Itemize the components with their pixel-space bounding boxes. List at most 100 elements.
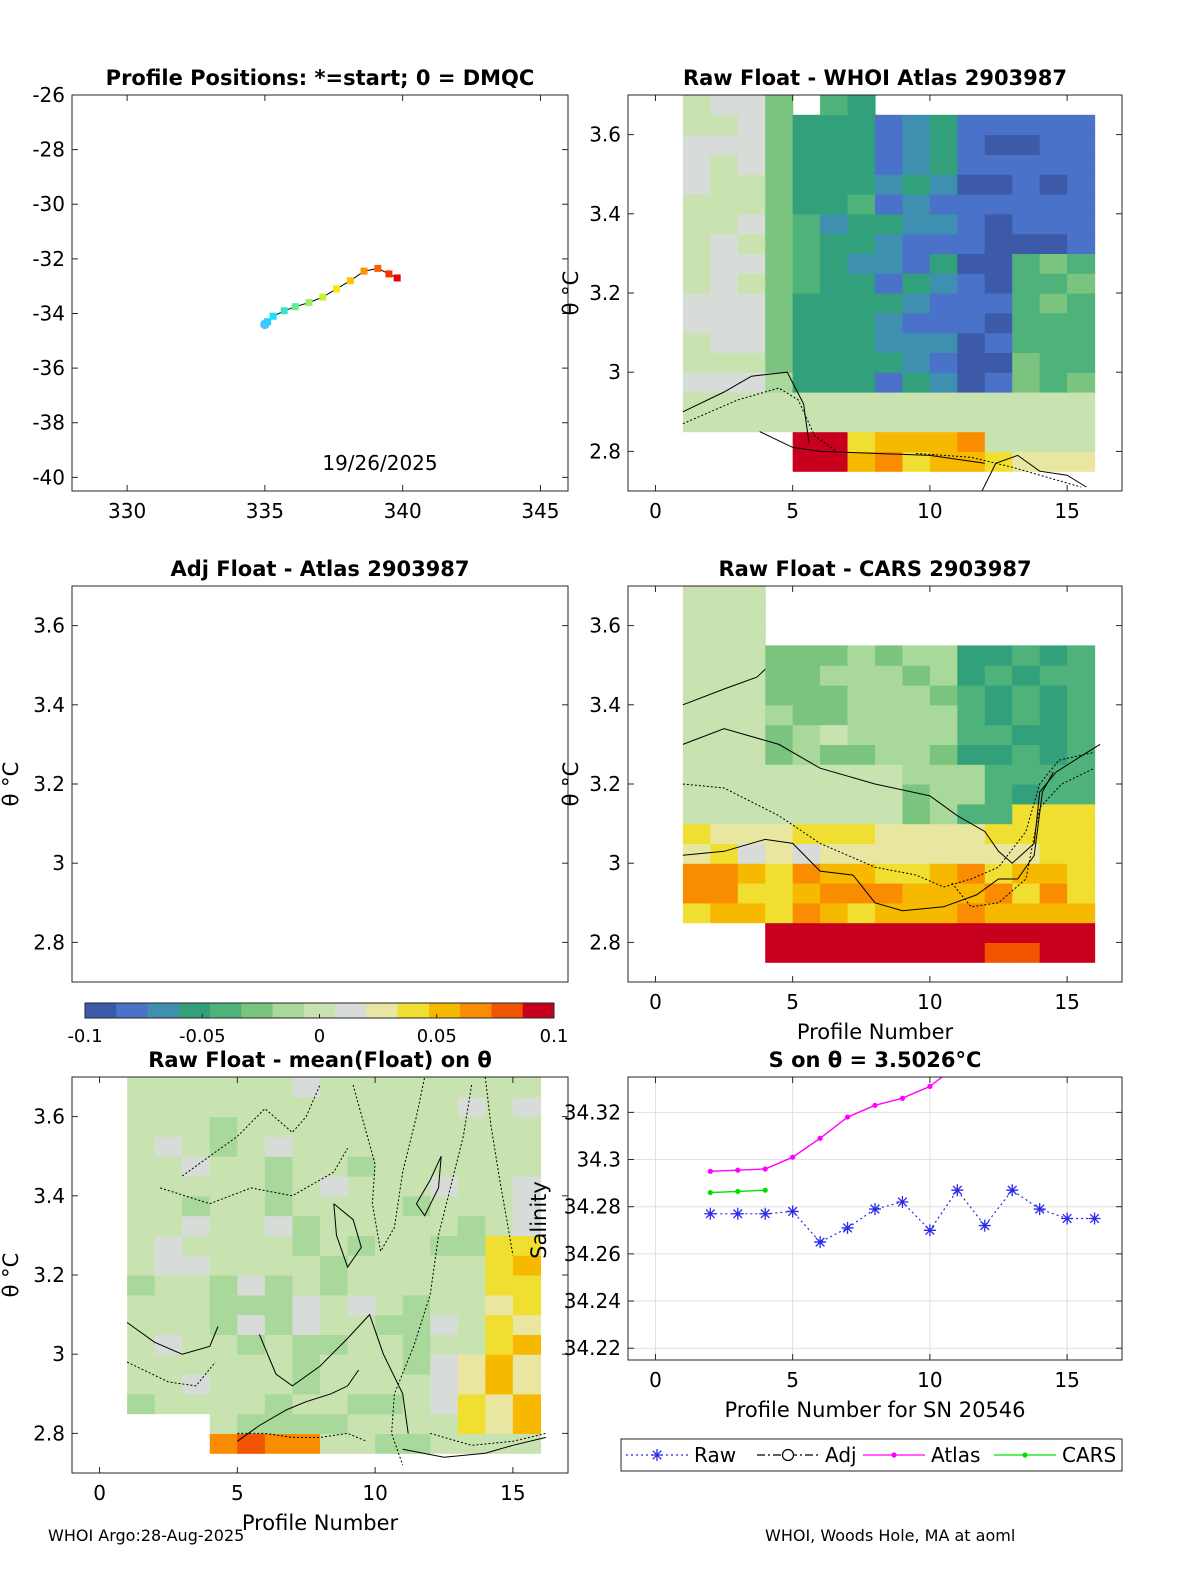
heatmap-cell: [402, 1235, 431, 1256]
heatmap-cell: [182, 1077, 211, 1098]
heatmap-cell: [1012, 431, 1041, 452]
heatmap-cell: [402, 1354, 431, 1375]
colorbar-tick-label: 0: [314, 1026, 325, 1047]
heatmap-cell: [765, 685, 794, 706]
heatmap-cell: [1067, 685, 1096, 706]
heatmap-cell: [957, 724, 986, 745]
heatmap-cell: [984, 665, 1013, 686]
heatmap-cell: [209, 1077, 238, 1098]
heatmap-cell: [710, 784, 739, 805]
heatmap-cell: [682, 586, 711, 607]
heatmap-cell: [402, 1374, 431, 1395]
heatmap-cell: [209, 1176, 238, 1197]
y-tick-label: -28: [32, 138, 65, 162]
y-tick-label: -40: [32, 465, 65, 489]
heatmap-cell: [1012, 645, 1041, 666]
heatmap-cell: [984, 312, 1013, 334]
y-axis-label: θ °C: [559, 762, 583, 807]
heatmap-cell: [457, 1096, 486, 1118]
heatmap-cell: [792, 332, 821, 353]
heatmap-cell: [430, 1176, 459, 1197]
heatmap-cell: [209, 1354, 238, 1375]
heatmap-cell: [209, 1374, 238, 1395]
heatmap-cell: [875, 372, 904, 393]
heatmap-cell: [820, 922, 849, 943]
heatmap-cell: [457, 1275, 486, 1296]
heatmap-cell: [902, 372, 931, 393]
heatmap-cell: [1067, 134, 1096, 155]
heatmap-cell: [847, 823, 876, 844]
heatmap-cell: [1067, 431, 1096, 452]
heatmap-cell: [902, 273, 931, 294]
heatmap-cell: [347, 1275, 376, 1296]
series-line-atlas: [710, 1077, 944, 1172]
heatmap-cell: [875, 902, 904, 924]
heatmap-cell: [1012, 312, 1041, 334]
profile-position-point: [305, 299, 313, 307]
x-tick-label: 0: [649, 499, 662, 523]
contours-raw_mean: [126, 1077, 547, 1466]
contour-line: [237, 1369, 360, 1442]
heatmap-cell: [957, 253, 986, 274]
heatmap-cell: [1039, 352, 1068, 373]
raw-point-marker: [896, 1195, 909, 1208]
heatmap-cell: [1039, 823, 1068, 844]
heatmap-cell: [929, 784, 958, 805]
heatmap-cell: [929, 744, 958, 765]
heatmap-cell: [875, 392, 904, 413]
heatmap-cell: [237, 1393, 266, 1415]
heatmap-cell: [512, 1413, 542, 1434]
heatmap-cell: [820, 431, 849, 452]
heatmap-cell: [682, 605, 711, 627]
heatmap-cell: [929, 332, 958, 353]
heatmap-cell: [847, 213, 876, 235]
heatmap-cell: [682, 685, 711, 706]
heatmap-cell: [1039, 372, 1068, 393]
heatmap-cell: [1067, 863, 1096, 884]
heatmap-cell: [1012, 332, 1041, 353]
heatmap-cell: [320, 1334, 349, 1355]
heatmap-cell: [875, 863, 904, 884]
heatmap-cell: [1039, 902, 1068, 924]
x-tick-label: 15: [1054, 1368, 1079, 1392]
heatmap-cell: [792, 154, 821, 175]
heatmap-cell: [430, 1136, 459, 1157]
chart-title: Raw Float - WHOI Atlas 2903987: [683, 66, 1067, 90]
y-tick-label: 3: [608, 360, 621, 384]
heatmap-cell: [929, 922, 958, 943]
heatmap-cell: [402, 1275, 431, 1296]
heatmap-cell: [847, 843, 876, 864]
contour-line: [126, 1322, 219, 1355]
heatmap-cell: [737, 863, 766, 884]
colorbar-swatch: [241, 1003, 274, 1018]
heatmap-cell: [765, 95, 794, 116]
heatmap-cell: [847, 784, 876, 805]
heatmap-cell: [847, 942, 876, 963]
heatmap-cell: [292, 1215, 321, 1236]
colorbar-swatch: [303, 1003, 336, 1018]
y-axis-label: θ °C: [559, 271, 583, 316]
heatmap-cell: [957, 431, 986, 452]
heatmap-cell: [820, 724, 849, 745]
heatmap-cell: [682, 273, 711, 294]
heatmap-cell: [765, 154, 794, 175]
y-tick-label: 3.2: [589, 772, 621, 796]
heatmap-cell: [1067, 823, 1096, 844]
heatmap-cell: [264, 1354, 294, 1375]
legend-marker-cars: [1022, 1452, 1028, 1458]
y-tick-label: 3.4: [33, 1184, 65, 1208]
contour-line: [430, 1432, 547, 1446]
heatmap-cell: [902, 922, 931, 943]
heatmap-cell: [682, 411, 711, 433]
heatmap-cell: [820, 823, 849, 844]
heatmap-cell: [929, 352, 958, 373]
heatmap-cell: [984, 704, 1013, 726]
heatmap-cell: [792, 843, 821, 864]
heatmap-cell: [710, 665, 739, 686]
heatmap-cell: [875, 332, 904, 353]
colorbar-tick-label: -0.05: [179, 1026, 226, 1047]
heatmap-cell: [512, 1116, 542, 1137]
heatmap-cell: [512, 1393, 542, 1415]
heatmap-cell: [929, 273, 958, 294]
heatmap-cell: [929, 883, 958, 904]
